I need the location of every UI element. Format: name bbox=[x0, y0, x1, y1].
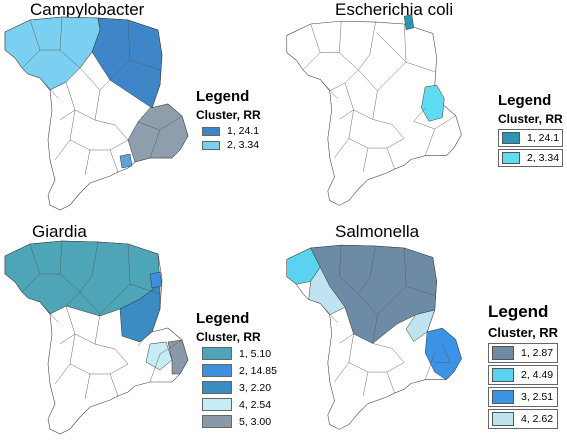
legend-label: 3, 2.20 bbox=[239, 381, 272, 394]
legend-item: 3, 2.20 bbox=[202, 381, 277, 394]
legend-swatch bbox=[202, 140, 220, 150]
legend-subtitle: Cluster, RR bbox=[196, 108, 261, 122]
map-campylobacter bbox=[4, 16, 189, 211]
legend-label: 2, 3.34 bbox=[527, 152, 560, 164]
legend-swatch bbox=[202, 347, 232, 360]
panel-title: Escherichia coli bbox=[335, 0, 454, 19]
panel-campylobacter: Campylobacter Legend Cluster, RR 1, 24.1… bbox=[0, 0, 290, 215]
legend-swatch bbox=[202, 398, 232, 411]
legend-item: 1, 5.10 bbox=[202, 347, 277, 360]
cluster-south-east-light bbox=[145, 341, 173, 371]
legend-items: 1, 2.87 2, 4.49 3, 2.51 4, 2.62 bbox=[488, 343, 559, 429]
legend-label: 3, 2.51 bbox=[521, 391, 554, 403]
legend-item: 2, 3.34 bbox=[498, 149, 564, 167]
panel-salmonella: Salmonella Legend Cluster, RR 1, 2.87 2,… bbox=[286, 222, 567, 441]
legend-item: 1, 24.1 bbox=[498, 129, 564, 147]
cluster-south-east-spot bbox=[119, 153, 133, 169]
legend-item: 2, 4.49 bbox=[488, 365, 559, 385]
legend-title: Legend bbox=[488, 302, 549, 321]
cluster-west-light bbox=[308, 266, 346, 316]
map-salmonella bbox=[286, 244, 462, 430]
cluster-east-light bbox=[405, 309, 436, 342]
legend-label: 2, 14.85 bbox=[239, 364, 277, 377]
legend-subtitle: Cluster, RR bbox=[498, 112, 563, 126]
legend-item: 3, 2.51 bbox=[488, 387, 559, 407]
legend-label: 1, 5.10 bbox=[239, 347, 272, 360]
county-boundaries bbox=[21, 240, 183, 400]
legend-item: 5, 3.00 bbox=[202, 415, 277, 428]
legend-items: 1, 5.10 2, 14.85 3, 2.20 4, 2.54 5, 3.00 bbox=[196, 347, 277, 428]
legend-title: Legend bbox=[196, 88, 250, 105]
legend-label: 1, 2.87 bbox=[521, 347, 554, 359]
legend-item: 4, 2.62 bbox=[488, 409, 559, 429]
legend-swatch bbox=[492, 390, 514, 404]
legend-items: 1, 24.1 2, 3.34 bbox=[498, 129, 564, 167]
legend-title: Legend bbox=[196, 310, 250, 327]
legend-subtitle: Cluster, RR bbox=[196, 330, 261, 344]
legend-item: 4, 2.54 bbox=[202, 398, 277, 411]
legend: Legend Cluster, RR 1, 24.1 2, 3.34 bbox=[196, 88, 261, 151]
cluster-north-tip bbox=[403, 14, 414, 31]
legend-subtitle: Cluster, RR bbox=[488, 325, 559, 340]
panel-title: Campylobacter bbox=[30, 0, 145, 19]
panel-title: Giardia bbox=[32, 222, 87, 241]
legend-items: 1, 24.1 2, 3.34 bbox=[196, 125, 261, 151]
legend-swatch bbox=[492, 368, 514, 382]
legend-swatch bbox=[492, 412, 514, 426]
cluster-east-spot bbox=[149, 271, 163, 289]
legend-label: 1, 24.1 bbox=[227, 125, 260, 137]
province-outline bbox=[286, 20, 462, 206]
panel-ecoli: Escherichia coli Legend Cluster, RR 1, 2… bbox=[286, 0, 567, 215]
cluster-south-east bbox=[424, 327, 462, 381]
legend-item: 2, 3.34 bbox=[202, 139, 261, 151]
county-boundaries bbox=[320, 245, 451, 396]
map-ecoli bbox=[286, 14, 462, 206]
legend-label: 5, 3.00 bbox=[239, 415, 272, 428]
panel-giardia: Giardia Legend Cluster, RR 1, 5.10 2, 14… bbox=[0, 222, 290, 441]
legend-swatch bbox=[202, 126, 220, 136]
legend-label: 1, 24.1 bbox=[527, 132, 560, 144]
legend-label: 2, 3.34 bbox=[227, 139, 260, 151]
legend-swatch bbox=[492, 346, 514, 360]
legend: Legend Cluster, RR 1, 24.1 2, 3.34 bbox=[498, 92, 564, 169]
legend-title: Legend bbox=[498, 92, 552, 109]
legend: Legend Cluster, RR 1, 5.10 2, 14.85 3, 2… bbox=[196, 310, 277, 428]
legend-swatch bbox=[202, 381, 232, 394]
cluster-east-coast bbox=[421, 84, 445, 122]
cluster-south-east bbox=[127, 103, 189, 163]
cluster-north-band bbox=[4, 240, 161, 317]
county-boundaries bbox=[302, 21, 456, 172]
legend-label: 2, 4.49 bbox=[521, 369, 554, 381]
cluster-east-block bbox=[119, 283, 161, 343]
legend-label: 4, 2.62 bbox=[521, 413, 554, 425]
legend-item: 1, 24.1 bbox=[202, 125, 261, 137]
legend-swatch bbox=[202, 364, 232, 377]
legend-item: 2, 14.85 bbox=[202, 364, 277, 377]
legend: Legend Cluster, RR 1, 2.87 2, 4.49 3, 2.… bbox=[488, 302, 559, 431]
legend-swatch bbox=[502, 132, 520, 144]
legend-swatch bbox=[502, 152, 520, 164]
panel-title: Salmonella bbox=[335, 222, 420, 241]
map-giardia bbox=[4, 240, 189, 435]
legend-item: 1, 2.87 bbox=[488, 343, 559, 363]
county-boundaries bbox=[21, 16, 183, 176]
legend-swatch bbox=[202, 415, 232, 428]
legend-label: 4, 2.54 bbox=[239, 398, 272, 411]
